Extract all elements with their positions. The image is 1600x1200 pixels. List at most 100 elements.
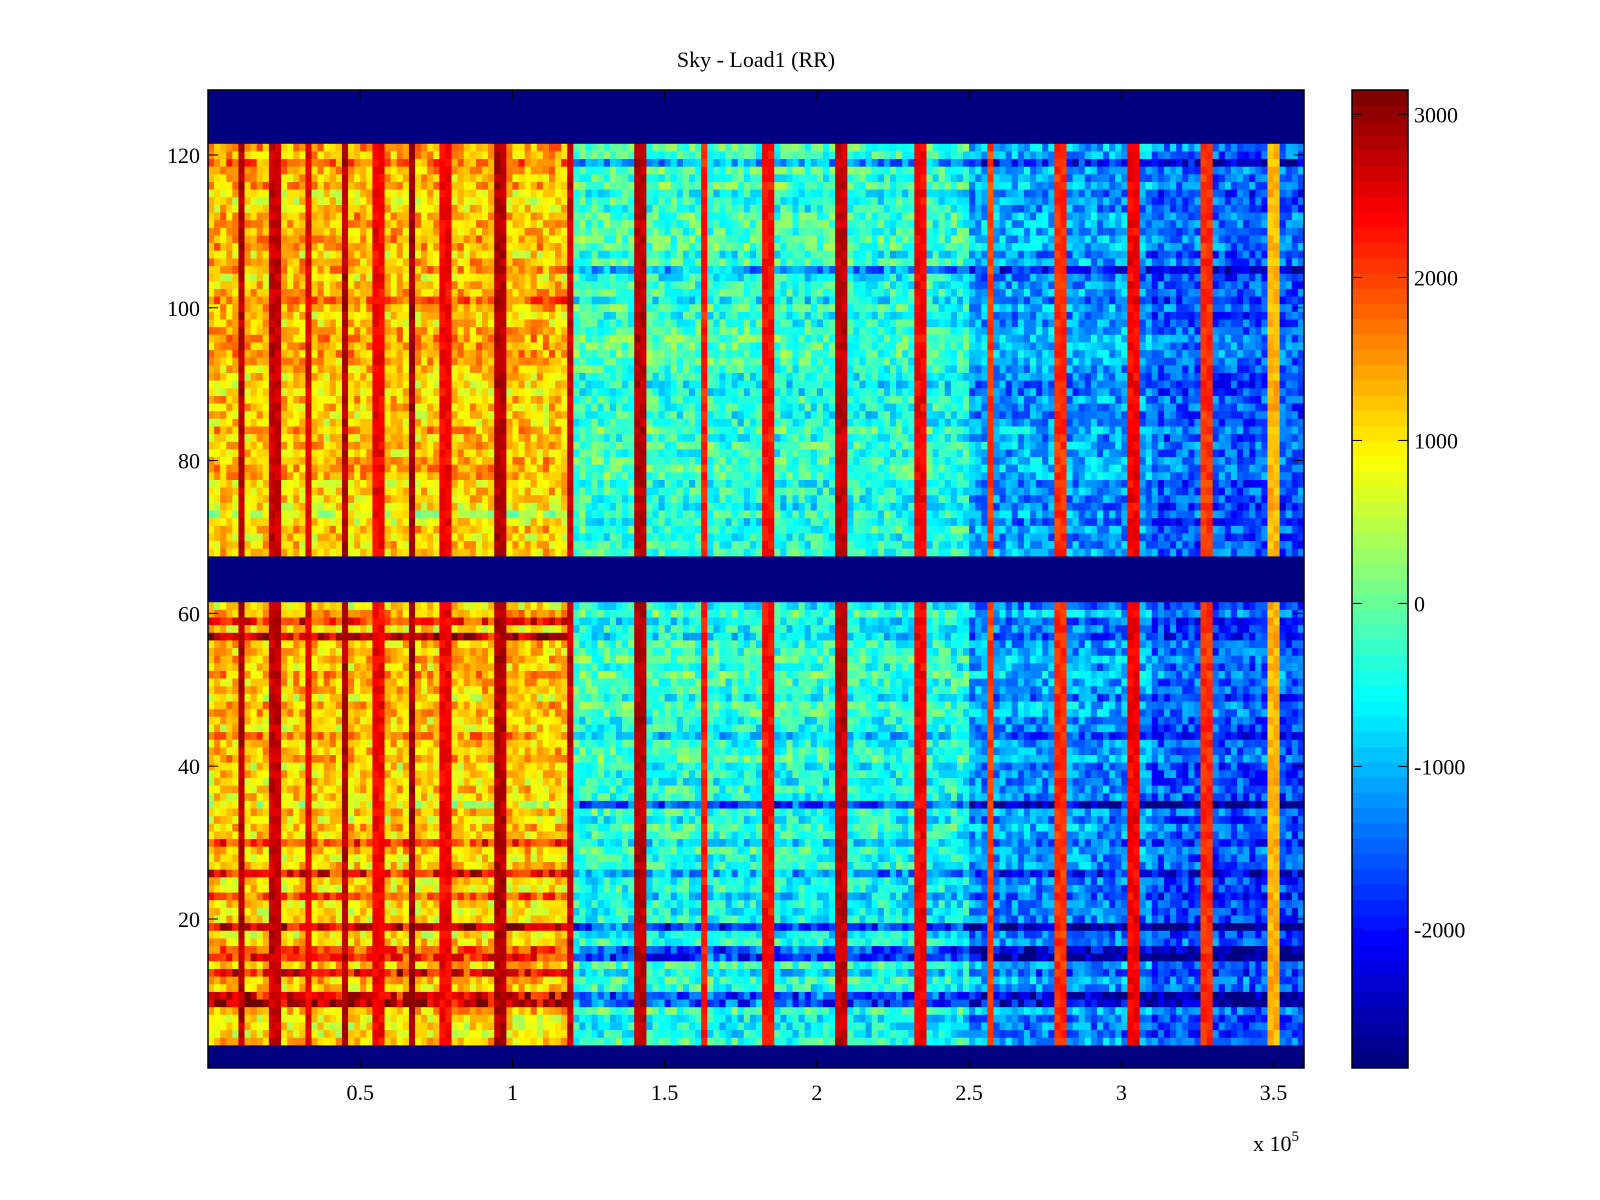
heatmap-cell [262, 831, 270, 840]
heatmap-cell [1249, 999, 1256, 1008]
heatmap-cell [427, 976, 434, 985]
heatmap-cell [214, 945, 221, 954]
heatmap-cell [829, 884, 836, 893]
heatmap-cell [1297, 861, 1305, 870]
heatmap-cell [999, 838, 1007, 847]
heatmap-cell [220, 899, 227, 908]
heatmap-cell [469, 1037, 477, 1046]
heatmap-cell [944, 1006, 952, 1015]
heatmap-cell [1011, 854, 1019, 863]
heatmap-cell [956, 999, 964, 1008]
heatmap-cell [1109, 968, 1116, 977]
heatmap-cell [396, 831, 404, 840]
heatmap-cell [220, 1037, 227, 1046]
heatmap-cell [518, 938, 526, 947]
heatmap-cell [1267, 983, 1274, 992]
heatmap-cell [798, 846, 806, 855]
heatmap-cell [1230, 930, 1238, 939]
heatmap-cell [1017, 876, 1025, 885]
heatmap-cell [1279, 930, 1287, 939]
heatmap-cell [1249, 838, 1256, 847]
heatmap-cell [518, 945, 526, 954]
heatmap-cell [950, 869, 958, 878]
heatmap-cell [1127, 1014, 1134, 1023]
heatmap-cell [1297, 876, 1305, 885]
heatmap-cell [1188, 1006, 1195, 1015]
heatmap-cell [1096, 930, 1104, 939]
heatmap-cell [488, 999, 495, 1008]
heatmap-cell [591, 876, 599, 885]
heatmap-cell [1291, 953, 1299, 962]
heatmap-cell [1017, 991, 1025, 1000]
heatmap-cell [354, 876, 361, 885]
heatmap-cell [1151, 869, 1159, 878]
heatmap-cell [348, 991, 355, 1000]
heatmap-cell [756, 907, 763, 916]
heatmap-cell [622, 938, 629, 947]
heatmap-cell [926, 846, 933, 855]
heatmap-cell [841, 1022, 848, 1031]
heatmap-cell [1133, 1006, 1140, 1015]
heatmap-cell [634, 861, 641, 870]
heatmap-cell [908, 876, 915, 885]
heatmap-cell [914, 884, 921, 893]
heatmap-cell [634, 968, 641, 977]
heatmap-cell [1139, 945, 1147, 954]
heatmap-cell [829, 907, 836, 916]
heatmap-cell [1285, 1029, 1293, 1038]
heatmap-cell [597, 976, 605, 985]
heatmap-cell [646, 983, 653, 992]
heatmap-cell [628, 869, 635, 878]
heatmap-cell [323, 983, 331, 992]
heatmap-cell [1243, 968, 1250, 977]
heatmap-cell [1017, 930, 1025, 939]
heatmap-cell [402, 869, 410, 878]
heatmap-cell [719, 1022, 726, 1031]
heatmap-cell [1127, 892, 1134, 901]
heatmap-cell [640, 983, 647, 992]
heatmap-cell [835, 991, 842, 1000]
heatmap-cell [768, 1022, 775, 1031]
heatmap-cell [408, 838, 416, 847]
heatmap-cell [780, 854, 787, 863]
heatmap-cell [1036, 922, 1043, 931]
heatmap-cell [287, 869, 294, 878]
heatmap-cell [360, 876, 367, 885]
heatmap-cell [1103, 968, 1110, 977]
heatmap-cell [329, 991, 337, 1000]
heatmap-cell [1267, 953, 1274, 962]
heatmap-cell [1078, 1029, 1086, 1038]
heatmap-cell [421, 884, 428, 893]
heatmap-cell [354, 1037, 361, 1046]
heatmap-cell [262, 991, 270, 1000]
heatmap-cell [1017, 945, 1025, 954]
heatmap-cell [341, 930, 349, 939]
heatmap-cell [244, 968, 252, 977]
heatmap-cell [944, 976, 952, 985]
heatmap-cell [494, 976, 501, 985]
heatmap-cell [609, 907, 617, 916]
heatmap-cell [579, 831, 586, 840]
heatmap-cell [567, 1006, 574, 1015]
heatmap-cell [305, 961, 312, 969]
heatmap-cell [1163, 968, 1171, 977]
heatmap-cell [871, 968, 879, 977]
heatmap-cell [871, 899, 879, 908]
heatmap-cell [908, 854, 915, 863]
heatmap-cell [902, 907, 909, 916]
heatmap-cell [956, 1006, 964, 1015]
heatmap-cell [664, 961, 672, 969]
heatmap-cell [208, 869, 215, 878]
heatmap-cell [396, 915, 404, 924]
heatmap-cell [1163, 907, 1171, 916]
heatmap-cell [579, 1022, 586, 1031]
heatmap-cell [652, 991, 659, 1000]
heatmap-cell [287, 876, 294, 885]
heatmap-cell [689, 961, 696, 969]
heatmap-cell [457, 968, 465, 977]
heatmap-cell [482, 861, 489, 870]
heatmap-cell [719, 899, 726, 908]
heatmap-cell [262, 884, 270, 893]
heatmap-cell [944, 907, 952, 916]
heatmap-cell [585, 915, 592, 924]
